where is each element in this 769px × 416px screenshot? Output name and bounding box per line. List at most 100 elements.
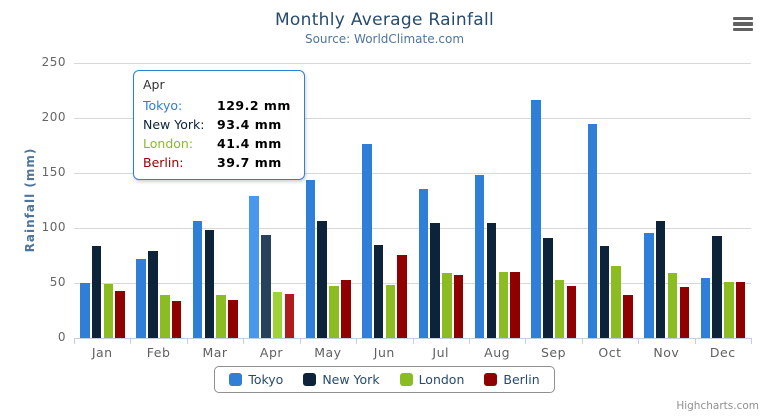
x-axis-label-dec: Dec: [709, 345, 736, 360]
tooltip-series-label: New York:: [143, 117, 205, 132]
bar-tokyo-jun[interactable]: [362, 144, 372, 338]
x-axis-label-aug: Aug: [484, 345, 511, 360]
bar-london-mar[interactable]: [216, 294, 226, 338]
bar-berlin-apr[interactable]: [284, 294, 295, 338]
tooltip-series-value: 129.2 mm: [217, 98, 291, 113]
legend-item-new-york[interactable]: New York: [303, 372, 380, 387]
x-axis-label-jun: Jun: [373, 345, 395, 360]
bar-new-york-apr[interactable]: [261, 235, 271, 338]
chart-subtitle: Source: WorldClimate.com: [304, 32, 465, 46]
bar-berlin-may[interactable]: [341, 280, 351, 338]
bar-london-jan[interactable]: [103, 284, 114, 338]
x-axis-tick: [243, 338, 245, 344]
chart-title: Monthly Average Rainfall: [274, 10, 495, 30]
hamburger-icon: [733, 16, 753, 21]
bar-london-oct[interactable]: [611, 266, 621, 338]
legend-item-tokyo[interactable]: Tokyo: [229, 372, 283, 387]
x-axis-tick: [751, 338, 752, 344]
bar-new-york-aug[interactable]: [486, 223, 497, 338]
bar-new-york-may[interactable]: [317, 221, 327, 338]
credits-link[interactable]: Highcharts.com: [676, 400, 759, 412]
x-axis-tick: [356, 338, 358, 344]
tooltip-row-tokyo: Tokyo: 129.2 mm: [143, 96, 295, 115]
legend-label: London: [418, 372, 465, 387]
bar-london-jul[interactable]: [442, 273, 452, 338]
bar-berlin-jun[interactable]: [397, 254, 407, 338]
bar-new-york-jan[interactable]: [91, 246, 102, 338]
bar-berlin-mar[interactable]: [228, 300, 238, 338]
gridline-200: [74, 118, 751, 119]
bar-new-york-feb[interactable]: [148, 251, 158, 338]
bar-tokyo-mar[interactable]: [192, 220, 203, 338]
tooltip-row-london: London: 41.4 mm: [143, 134, 295, 153]
bar-tokyo-nov[interactable]: [644, 232, 654, 338]
x-axis-tick: [130, 338, 132, 344]
x-axis-label-feb: Feb: [146, 345, 171, 360]
bar-tokyo-aug[interactable]: [474, 174, 485, 338]
bar-new-york-sep[interactable]: [543, 237, 553, 338]
legend-item-berlin[interactable]: Berlin: [484, 372, 540, 387]
gridline-150: [74, 173, 751, 174]
x-axis-label-jul: Jul: [432, 345, 449, 360]
y-axis-label-200: 200: [41, 110, 66, 124]
tooltip-series-value: 39.7 mm: [217, 155, 282, 170]
legend-symbol-icon: [229, 373, 243, 386]
y-axis-label-100: 100: [41, 220, 66, 234]
bar-new-york-dec[interactable]: [712, 236, 722, 338]
bar-london-dec[interactable]: [724, 281, 734, 338]
bar-new-york-oct[interactable]: [599, 246, 610, 338]
bar-new-york-nov[interactable]: [655, 220, 666, 338]
legend-label: Berlin: [503, 372, 540, 387]
y-axis-label-50: 50: [49, 275, 66, 289]
hamburger-icon: [733, 27, 753, 32]
bar-berlin-aug[interactable]: [510, 271, 520, 338]
bar-new-york-jul[interactable]: [430, 222, 440, 338]
y-axis-label-150: 150: [41, 165, 66, 179]
bar-berlin-feb[interactable]: [171, 301, 182, 338]
y-axis-label-0: 0: [57, 330, 66, 344]
bar-tokyo-oct[interactable]: [587, 124, 598, 338]
bar-tokyo-may[interactable]: [305, 179, 316, 338]
bar-berlin-sep[interactable]: [566, 285, 577, 338]
gridline-100: [74, 228, 751, 229]
x-axis-label-nov: Nov: [653, 345, 680, 360]
legend: Tokyo New York London Berlin: [214, 366, 555, 393]
bar-london-sep[interactable]: [554, 280, 565, 338]
bar-berlin-nov[interactable]: [679, 286, 690, 338]
legend-item-london[interactable]: London: [399, 372, 465, 387]
legend-symbol-icon: [303, 373, 317, 386]
bar-tokyo-jul[interactable]: [418, 188, 428, 338]
x-axis-label-oct: Oct: [598, 345, 622, 360]
bar-tokyo-sep[interactable]: [531, 99, 541, 338]
bar-london-jun[interactable]: [385, 284, 396, 338]
x-axis-label-apr: Apr: [259, 345, 284, 360]
x-axis-tick: [581, 338, 583, 344]
x-axis-tick: [694, 338, 696, 344]
x-axis-label-mar: Mar: [202, 345, 228, 360]
bar-berlin-jan[interactable]: [115, 291, 125, 338]
bar-new-york-mar[interactable]: [204, 229, 215, 338]
bar-berlin-jul[interactable]: [453, 274, 464, 338]
bar-new-york-jun[interactable]: [373, 245, 384, 338]
bar-london-feb[interactable]: [160, 295, 170, 338]
x-axis-tick: [299, 338, 301, 344]
context-menu-button[interactable]: [729, 13, 757, 35]
y-axis-label-250: 250: [41, 55, 66, 69]
bar-london-aug[interactable]: [498, 272, 509, 338]
bar-berlin-dec[interactable]: [735, 281, 746, 338]
bar-london-nov[interactable]: [667, 272, 678, 338]
bar-tokyo-dec[interactable]: [700, 278, 711, 338]
x-axis-tick: [412, 338, 414, 344]
bar-tokyo-jan[interactable]: [80, 283, 90, 338]
bar-london-may[interactable]: [329, 286, 339, 338]
bar-berlin-oct[interactable]: [623, 294, 633, 338]
x-axis-label-jan: Jan: [91, 345, 113, 360]
tooltip: Apr Tokyo: 129.2 mm New York: 93.4 mm London…: [133, 70, 305, 180]
bar-tokyo-feb[interactable]: [136, 259, 146, 338]
bar-london-apr[interactable]: [272, 292, 283, 338]
legend-symbol-icon: [399, 373, 413, 386]
bar-tokyo-apr[interactable]: [249, 195, 259, 338]
x-axis-label-sep: Sep: [541, 345, 567, 360]
tooltip-header: Apr: [143, 77, 165, 92]
